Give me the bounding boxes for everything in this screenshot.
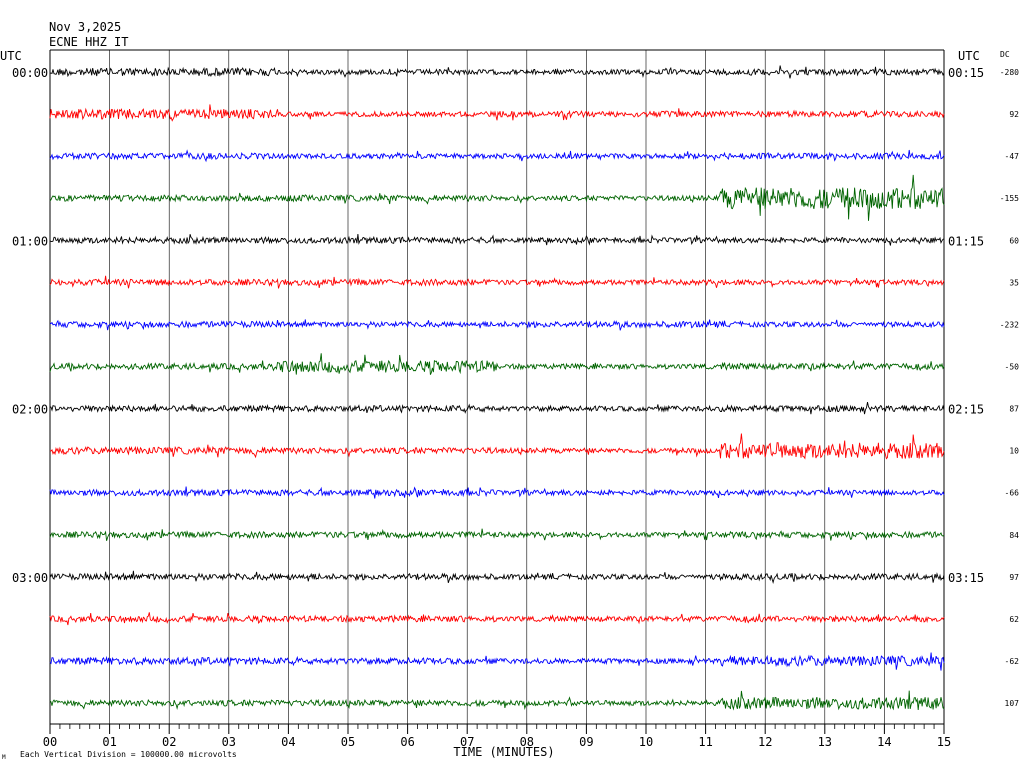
footer-mark: M (2, 754, 6, 761)
trace-row (50, 319, 945, 331)
chart-date: Nov 3,2025 (49, 20, 121, 34)
left-hour-label: 01:00 (12, 234, 48, 248)
x-tick-label: 05 (341, 735, 355, 749)
dc-offset-label: 87 (1009, 405, 1019, 414)
x-tick-label: 15 (937, 735, 951, 749)
dc-offset-label: 60 (1009, 236, 1019, 245)
dc-offset-label: 62 (1009, 615, 1019, 624)
x-tick-label: 11 (698, 735, 712, 749)
left-hour-label: 00:00 (12, 66, 48, 80)
dc-offset-label: 107 (1005, 699, 1020, 708)
traces (49, 65, 945, 711)
x-axis: 00 01 02 03 04 05 06 07 08 09 10 11 12 13 14 15 (43, 724, 951, 749)
grid (49, 49, 945, 725)
dc-offset-label: -62 (1005, 657, 1020, 666)
trace-row (49, 104, 945, 122)
x-tick-label: 00 (43, 735, 57, 749)
trace-row (49, 433, 945, 460)
dc-offset-label: -155 (1000, 194, 1019, 203)
x-tick-label: 12 (758, 735, 772, 749)
trace-row (49, 612, 945, 626)
dc-offset-label: -232 (1000, 320, 1019, 329)
trace-row (49, 234, 945, 246)
left-hour-label: 02:00 (12, 403, 48, 417)
right-utc-label: UTC (958, 49, 980, 63)
x-tick-label: 09 (579, 735, 593, 749)
dc-offset-label: -50 (1005, 362, 1020, 371)
dc-offset-label: -280 (1000, 68, 1019, 77)
left-utc-label: UTC (0, 49, 22, 63)
x-tick-label: 04 (281, 735, 295, 749)
right-hour-label: 01:15 (948, 234, 984, 248)
dc-offset-label: 97 (1009, 573, 1019, 582)
trace-row (49, 486, 945, 499)
trace-row (49, 652, 945, 671)
dc-offset-label: -66 (1005, 489, 1020, 498)
x-tick-label: 07 (460, 735, 474, 749)
dc-offset-label: 35 (1009, 278, 1019, 287)
dc-offset-label: 10 (1009, 447, 1019, 456)
dc-offset-label: 92 (1009, 110, 1019, 119)
x-tick-label: 14 (877, 735, 891, 749)
trace-row (49, 353, 945, 375)
x-tick-label: 01 (102, 735, 116, 749)
x-tick-label: 10 (639, 735, 653, 749)
x-tick-label: 02 (162, 735, 176, 749)
hour-labels: 00:00 01:00 02:00 03:00 00:15 01:15 02:15 03:15 (12, 66, 984, 585)
dc-offset-labels: -280 92 -47 -155 60 35 -232 -50 87 10 -66 84 97 62 -62… (1000, 68, 1019, 708)
x-tick-label: 08 (520, 735, 534, 749)
x-tick-label: 13 (818, 735, 832, 749)
right-hour-label: 03:15 (948, 571, 984, 585)
trace-row (49, 690, 945, 711)
x-tick-label: 03 (222, 735, 236, 749)
trace-row (49, 65, 945, 79)
trace-row (49, 174, 945, 221)
dc-offset-label: -47 (1005, 152, 1020, 161)
right-hour-label: 00:15 (948, 66, 984, 80)
x-axis-label: TIME (MINUTES) (453, 745, 554, 759)
trace-row (49, 149, 945, 163)
trace-row (49, 275, 945, 289)
dc-offset-label: 84 (1009, 531, 1019, 540)
trace-row (49, 402, 945, 415)
x-tick-label: 06 (400, 735, 414, 749)
dc-label: DC (1000, 50, 1010, 59)
trace-row (49, 528, 945, 541)
left-hour-label: 03:00 (12, 571, 48, 585)
right-hour-label: 02:15 (948, 403, 984, 417)
station-label: ECNE HHZ IT (49, 35, 128, 49)
scale-footer: Each Vertical Division = 100000.00 micro… (20, 750, 237, 759)
trace-row (49, 570, 945, 585)
